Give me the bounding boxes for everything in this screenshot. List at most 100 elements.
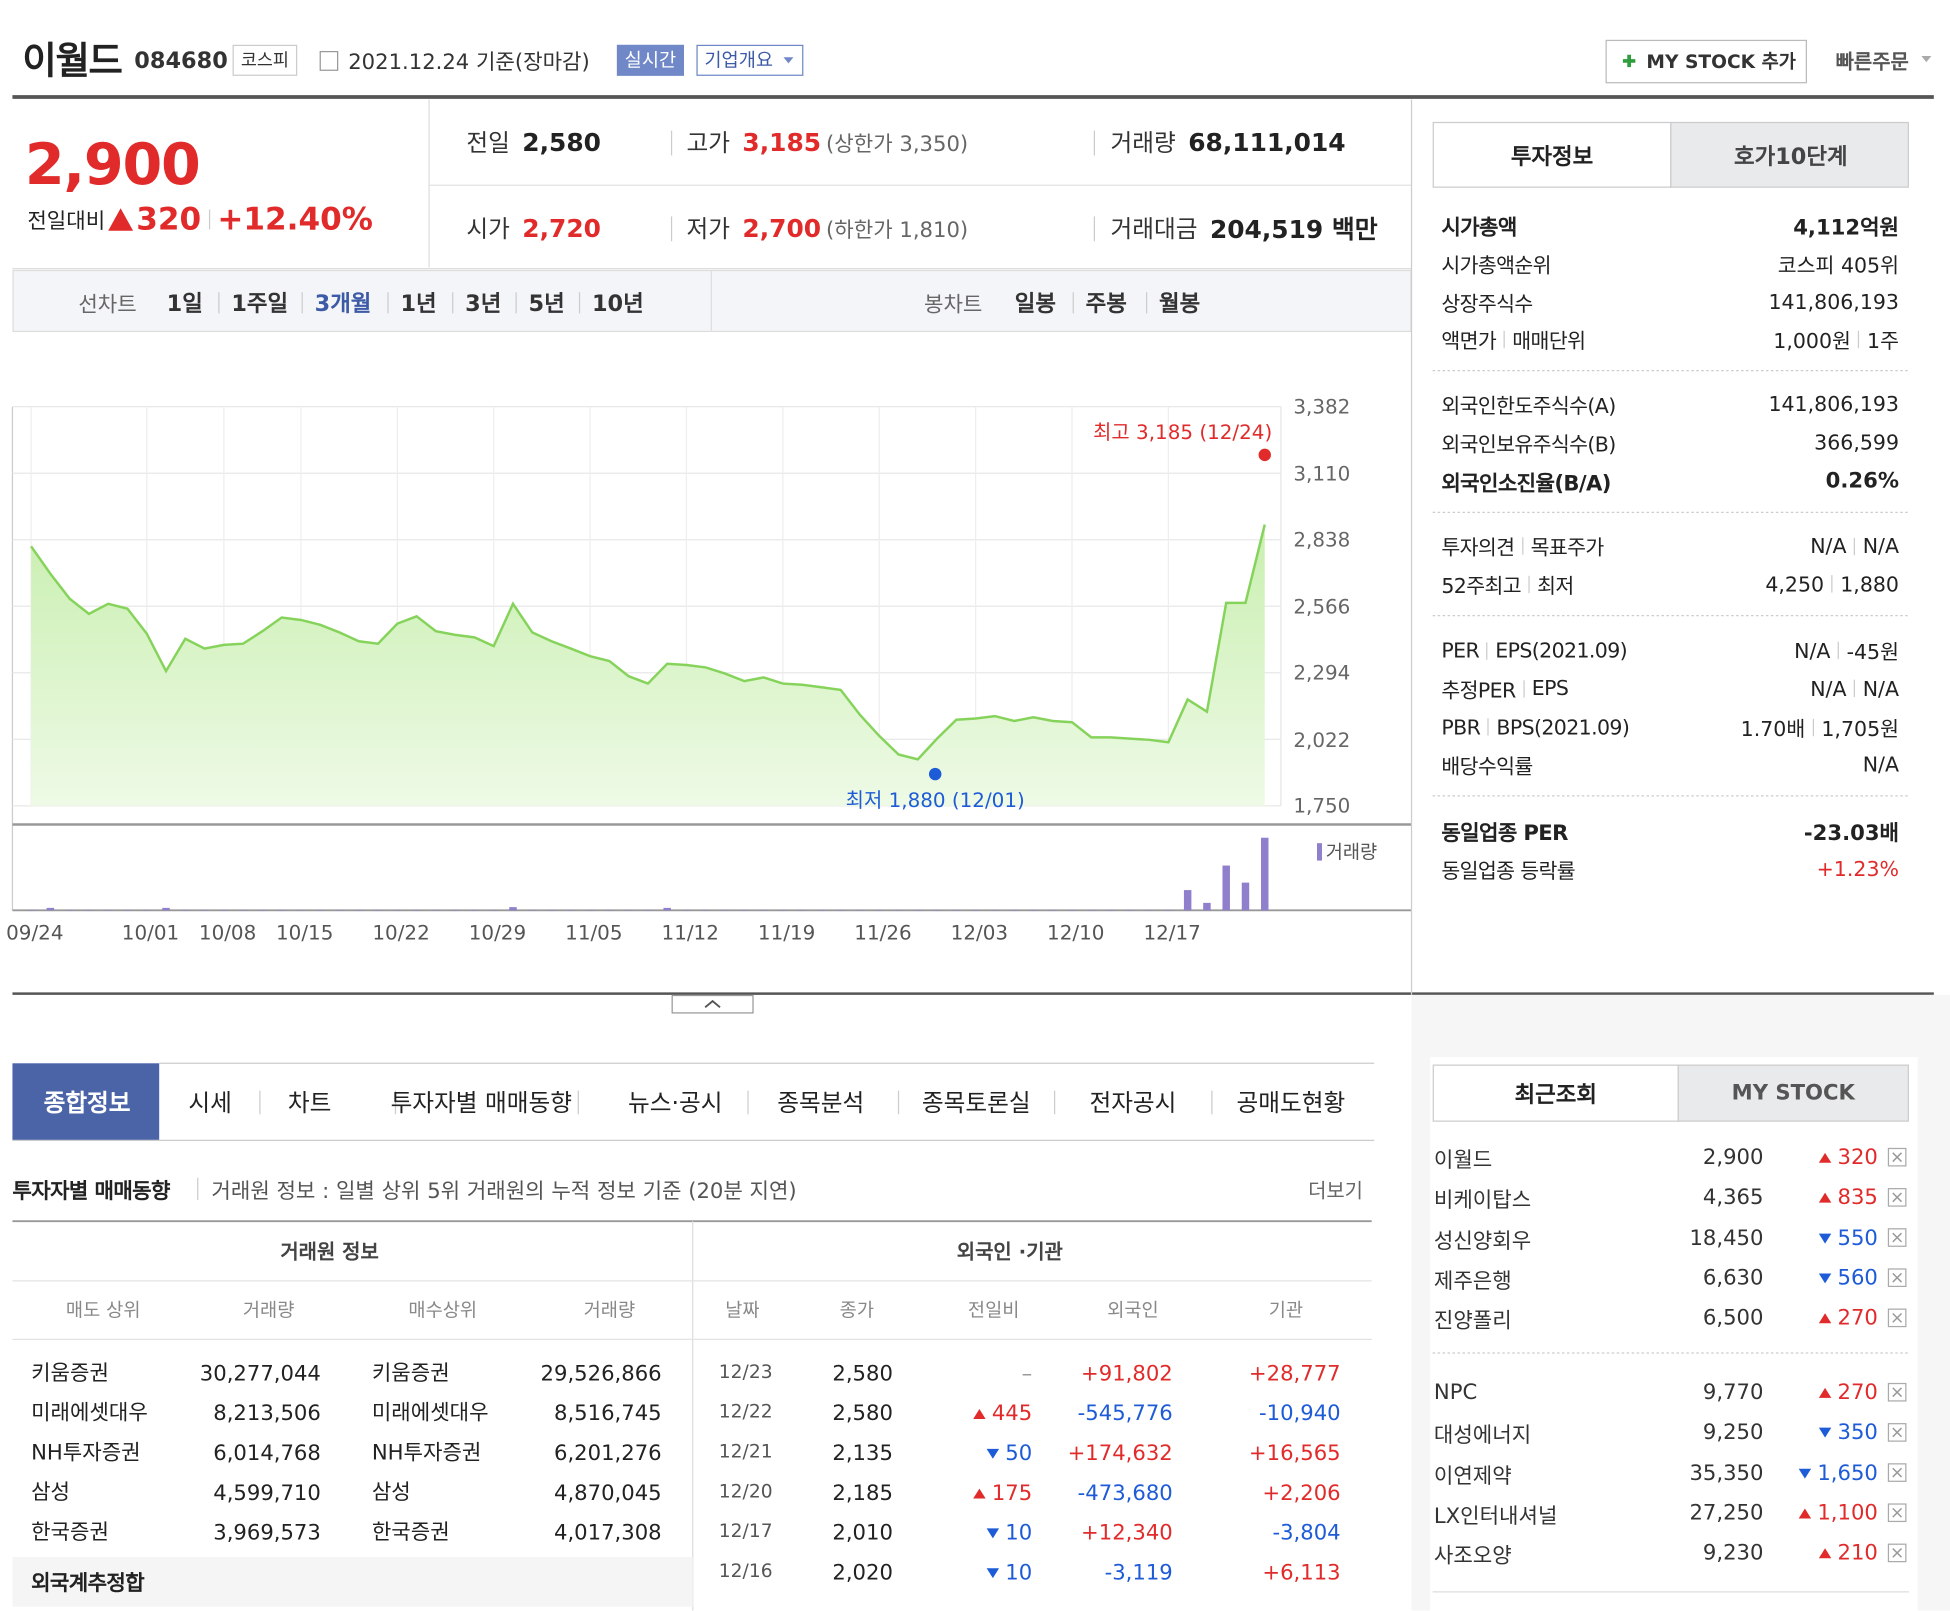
date-cell: 12/20 xyxy=(719,1480,773,1502)
collapse-button[interactable] xyxy=(672,996,753,1013)
column-header: 기관 xyxy=(1269,1296,1303,1322)
recent-name[interactable]: 이월드 xyxy=(1434,1142,1492,1173)
main-tab[interactable]: 종합정보 xyxy=(44,1085,131,1119)
recent-name[interactable]: 비케이탑스 xyxy=(1434,1182,1531,1213)
date-cell: 12/23 xyxy=(719,1361,773,1383)
period-label: 선차트 xyxy=(78,287,136,318)
recent-name[interactable]: LX인터내셔널 xyxy=(1434,1498,1558,1529)
down-arrow xyxy=(987,1528,999,1538)
invest-value: N/A-45원 xyxy=(1794,635,1899,665)
invest-value-text: 0.26% xyxy=(1826,468,1899,493)
separator xyxy=(1528,576,1529,593)
x-tick-label: 11/26 xyxy=(854,921,911,945)
inst-cell: +16,565 xyxy=(1249,1441,1341,1466)
x-tick-label: 10/08 xyxy=(199,921,256,945)
recent-change: 270 xyxy=(1819,1306,1878,1331)
more-link[interactable]: 더보기 xyxy=(1308,1174,1363,1204)
close-cell: 2,010 xyxy=(832,1521,893,1546)
invest-tab[interactable]: 투자정보 xyxy=(1511,139,1593,171)
broker-cell: 8,213,506 xyxy=(213,1402,321,1427)
invest-value-text: 141,806,193 xyxy=(1768,290,1899,314)
diff-cell: – xyxy=(1022,1362,1033,1387)
invest-value: 366,599 xyxy=(1814,431,1899,455)
invest-label-text: BPS(2021.09) xyxy=(1496,715,1629,739)
foreign-cell: -3,119 xyxy=(1105,1561,1173,1586)
recent-tab[interactable]: MY STOCK xyxy=(1732,1081,1855,1106)
recent-name[interactable]: 대성에너지 xyxy=(1434,1417,1531,1448)
mystock[interactable]: MY STOCK 추가 xyxy=(1646,48,1796,74)
candle-tab[interactable]: 월봉 xyxy=(1159,286,1200,318)
recent-name[interactable]: 이연제약 xyxy=(1434,1458,1512,1489)
main-tab[interactable]: 종목토론실 xyxy=(922,1085,1031,1119)
invest-label-text: 외국인소진율(B/A) xyxy=(1441,465,1610,496)
date-cell: 12/16 xyxy=(719,1559,773,1581)
separator xyxy=(209,209,210,229)
recent-price: 6,630 xyxy=(1703,1266,1764,1291)
invest-value-text: N/A xyxy=(1863,753,1899,777)
invest-value-text: 코스피 405위 xyxy=(1778,248,1899,278)
broker-cell: 4,017,308 xyxy=(554,1521,662,1546)
invest-value: 0.26% xyxy=(1826,468,1899,493)
price-area xyxy=(31,525,1265,806)
diff-value: 10 xyxy=(1005,1561,1032,1586)
invest-value-text: N/A xyxy=(1863,534,1899,558)
period-tab[interactable]: 3년 xyxy=(465,286,501,318)
candle-tab[interactable]: 일봉 xyxy=(1015,286,1056,318)
x-tick-label: 11/12 xyxy=(662,921,719,945)
down-arrow xyxy=(1819,1273,1831,1283)
main-tab[interactable]: 시세 xyxy=(188,1085,231,1119)
diff-value: 175 xyxy=(992,1481,1032,1506)
invest-value-text: +1.23% xyxy=(1817,857,1899,881)
separator xyxy=(1523,680,1524,697)
stat-value: 68,111,014 xyxy=(1188,127,1345,157)
invest-label-text: 외국인보유주식수(B) xyxy=(1441,428,1615,458)
volume-legend: 거래량 xyxy=(1326,839,1377,865)
overview[interactable]: 기업개요 xyxy=(704,47,773,73)
invest-label: 외국인보유주식수(B) xyxy=(1441,428,1615,458)
broker-cell: 30,277,044 xyxy=(200,1362,321,1387)
period-tab[interactable]: 1일 xyxy=(167,286,203,318)
x-tick-label: 10/01 xyxy=(122,921,179,945)
main-tab[interactable]: 차트 xyxy=(288,1085,331,1119)
recent-price: 9,250 xyxy=(1703,1421,1764,1446)
main-tab[interactable]: 공매도현황 xyxy=(1237,1085,1346,1119)
main-tab[interactable]: 종목분석 xyxy=(777,1085,864,1119)
broker-cell: 미래에셋대우 xyxy=(372,1395,489,1426)
recent-price: 18,450 xyxy=(1689,1226,1763,1251)
date-cell: 12/22 xyxy=(719,1400,773,1422)
period-tab[interactable]: 5년 xyxy=(529,286,565,318)
diff-cell: 10 xyxy=(987,1561,1033,1586)
recent-name[interactable]: 사조오양 xyxy=(1434,1538,1512,1569)
period-tab[interactable]: 3개월 xyxy=(315,286,372,318)
stat-value: 3,185 xyxy=(742,127,821,157)
invest-label-text: 투자의견 xyxy=(1441,531,1514,561)
period-tab[interactable]: 10년 xyxy=(592,286,644,318)
main-tab[interactable]: 전자공시 xyxy=(1089,1085,1176,1119)
main-tab[interactable]: 뉴스·공시 xyxy=(628,1085,722,1119)
down-arrow xyxy=(987,1449,999,1459)
recent-change: 350 xyxy=(1819,1421,1878,1446)
y-tick-label: 2,022 xyxy=(1293,728,1350,752)
recent-tab[interactable]: 최근조회 xyxy=(1515,1077,1597,1109)
recent-name[interactable]: 제주은행 xyxy=(1434,1263,1512,1294)
recent-name[interactable]: 진양폴리 xyxy=(1434,1303,1512,1334)
recent-name[interactable]: 성신양회우 xyxy=(1434,1223,1531,1254)
column-header: 날짜 xyxy=(725,1296,759,1322)
period-tab[interactable]: 1주일 xyxy=(231,286,288,318)
invest-value-text: 4,250 xyxy=(1765,572,1824,596)
main-tab[interactable]: 투자자별 매매동향 xyxy=(391,1085,572,1119)
recent-name[interactable]: NPC xyxy=(1434,1380,1477,1405)
recent-change: 560 xyxy=(1819,1266,1878,1291)
period-tab[interactable]: 1년 xyxy=(400,286,436,318)
up-arrow xyxy=(1819,1549,1831,1559)
invest-value-text: 4,112억원 xyxy=(1793,210,1899,241)
quick-order[interactable]: 빠른주문 xyxy=(1836,45,1909,75)
candle-tab[interactable]: 주봉 xyxy=(1086,286,1127,318)
invest-label-text: 시가총액 xyxy=(1441,210,1516,241)
invest-tab[interactable]: 호가10단계 xyxy=(1734,139,1848,171)
